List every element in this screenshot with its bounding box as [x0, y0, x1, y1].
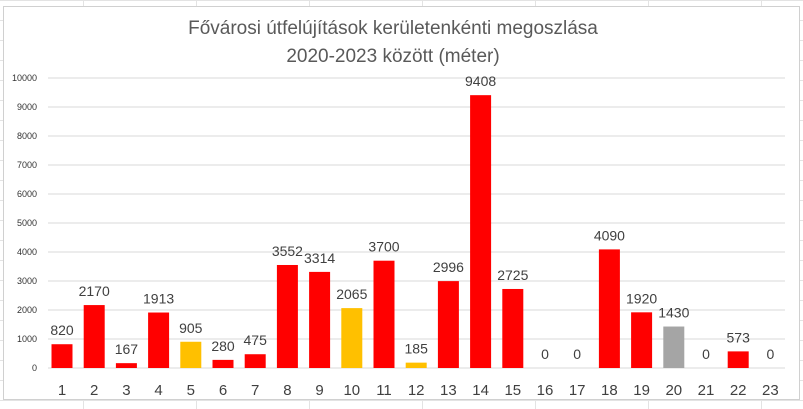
y-tick-label: 2000 [17, 305, 37, 315]
bar-district-1 [51, 344, 73, 368]
data-label: 475 [244, 332, 268, 348]
bar-district-12 [405, 362, 427, 368]
x-tick-label: 15 [504, 382, 521, 399]
x-tick-label: 2 [90, 382, 98, 399]
x-tick-label: 7 [251, 382, 259, 399]
bar-district-18 [598, 249, 620, 368]
data-label: 3700 [368, 239, 399, 255]
x-tick-label: 10 [343, 382, 360, 399]
x-tick-label: 17 [569, 382, 586, 399]
x-tick-label: 18 [601, 382, 618, 399]
x-tick-label: 21 [698, 382, 715, 399]
x-tick-label: 23 [762, 382, 779, 399]
bar-district-2 [83, 305, 105, 368]
bar-district-11 [373, 260, 395, 368]
data-label: 573 [727, 329, 751, 345]
bar-district-14 [470, 95, 492, 368]
data-label: 905 [179, 320, 203, 336]
data-label: 280 [211, 338, 235, 354]
x-tick-label: 13 [440, 382, 457, 399]
bar-district-7 [244, 354, 266, 368]
data-label: 2725 [497, 267, 528, 283]
bar-district-5 [180, 341, 202, 368]
data-label: 3314 [304, 250, 335, 266]
x-tick-label: 5 [187, 382, 195, 399]
data-label: 4090 [594, 227, 625, 243]
data-label: 167 [115, 341, 139, 357]
y-tick-label: 3000 [17, 276, 37, 286]
bar-district-3 [115, 363, 137, 368]
data-label: 2170 [79, 283, 110, 299]
data-label: 1920 [626, 290, 657, 306]
x-tick-label: 19 [633, 382, 650, 399]
data-label: 0 [767, 346, 775, 362]
data-label: 2996 [433, 259, 464, 275]
x-tick-label: 9 [315, 382, 323, 399]
y-tick-label: 6000 [17, 189, 37, 199]
data-label: 2065 [336, 286, 367, 302]
bar-district-19 [631, 312, 653, 368]
data-label: 185 [405, 341, 429, 357]
y-tick-label: 9000 [17, 102, 37, 112]
bar-district-4 [148, 312, 170, 368]
bar-district-13 [437, 281, 459, 368]
y-tick-label: 1000 [17, 334, 37, 344]
x-tick-label: 8 [283, 382, 291, 399]
x-tick-label: 1 [58, 382, 66, 399]
bar-district-10 [341, 308, 363, 368]
data-label: 820 [50, 322, 74, 338]
data-label: 0 [573, 346, 581, 362]
x-tick-label: 12 [408, 382, 425, 399]
x-tick-label: 14 [472, 382, 489, 399]
y-tick-label: 0 [32, 363, 37, 373]
bar-district-9 [309, 271, 331, 368]
x-tick-label: 6 [219, 382, 227, 399]
data-label: 0 [702, 346, 710, 362]
y-tick-label: 5000 [17, 218, 37, 228]
y-tick-label: 4000 [17, 247, 37, 257]
x-tick-label: 20 [665, 382, 682, 399]
bar-district-20 [663, 326, 685, 368]
chart-title-line-1: Fővárosi útfelújítások kerületenkénti me… [188, 18, 598, 39]
x-tick-label: 16 [537, 382, 554, 399]
x-tick-label: 3 [122, 382, 130, 399]
data-label: 1913 [143, 291, 174, 307]
y-tick-label: 7000 [17, 160, 37, 170]
x-tick-label: 4 [154, 382, 162, 399]
bar-district-15 [502, 288, 524, 368]
bar-district-22 [727, 351, 749, 368]
data-label: 1430 [658, 305, 689, 321]
y-tick-label: 10000 [12, 73, 37, 83]
x-tick-label: 22 [730, 382, 747, 399]
bar-district-6 [212, 359, 234, 368]
data-label: 9408 [465, 73, 496, 89]
data-label: 0 [541, 346, 549, 362]
x-tick-label: 11 [376, 382, 392, 399]
bar-district-8 [276, 264, 298, 368]
y-tick-label: 8000 [17, 131, 37, 141]
chart-title-line-2: 2020-2023 között (méter) [286, 46, 499, 67]
data-label: 3552 [272, 243, 303, 259]
